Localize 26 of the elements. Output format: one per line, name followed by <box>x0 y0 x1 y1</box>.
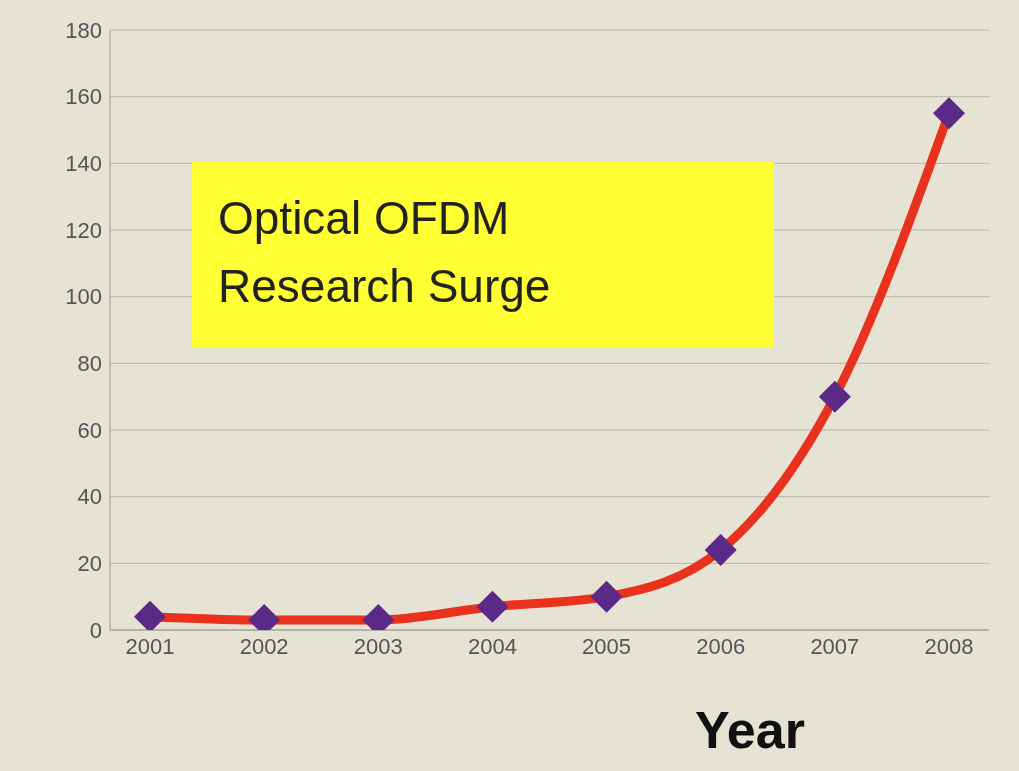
y-tick-label: 60 <box>77 417 102 443</box>
x-tick-label: 2006 <box>696 633 746 659</box>
point <box>933 97 965 130</box>
point <box>134 600 166 630</box>
x-axis-title: Year <box>694 700 806 760</box>
point <box>590 580 623 613</box>
y-tick-label: 80 <box>77 351 102 377</box>
y-tick-label: 100 <box>65 284 102 310</box>
y-tick-label: 180 <box>65 17 102 43</box>
y-tick-label: 120 <box>65 217 102 243</box>
x-tick-label: 2002 <box>239 633 289 659</box>
point <box>818 380 851 413</box>
x-tick-label: 2005 <box>582 633 632 659</box>
x-tick-label: 2008 <box>924 633 974 659</box>
x-tick-label: 2003 <box>353 633 403 659</box>
y-tick-label: 20 <box>77 551 102 577</box>
annotation: Optical OFDM Research Surge <box>218 191 551 314</box>
point <box>476 590 509 623</box>
x-tick-label: 2001 <box>125 633 175 659</box>
point <box>704 534 737 566</box>
y-tick-label: 40 <box>77 484 102 510</box>
y-tick-label: 140 <box>65 151 102 177</box>
y-tick-label: 0 <box>89 617 102 643</box>
x-tick-label: 2007 <box>810 633 860 659</box>
x-tick-label: 2004 <box>467 633 517 659</box>
y-tick-label: 160 <box>65 84 102 110</box>
